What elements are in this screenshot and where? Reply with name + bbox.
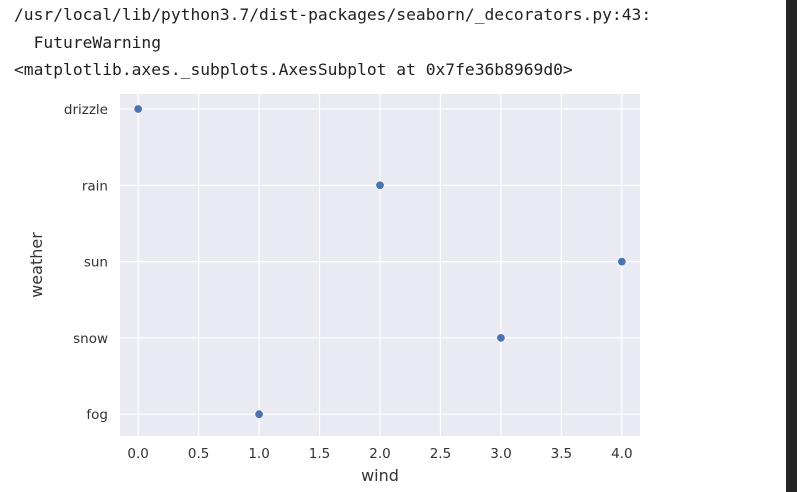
x-tick-label: 0.0 [127, 446, 148, 462]
x-tick-label: 3.5 [551, 446, 572, 462]
x-tick-label: 2.0 [369, 446, 390, 462]
x-axis-label: wind [361, 466, 399, 485]
y-tick-labels: drizzle rain sun snow fog [64, 102, 108, 423]
y-axis-label: weather [27, 232, 46, 298]
x-tick-label: 1.0 [248, 446, 269, 462]
x-tick-label: 4.0 [611, 446, 632, 462]
data-points [133, 104, 627, 419]
data-point-drizzle [133, 104, 143, 114]
data-point-sun [617, 257, 627, 267]
x-tick-label: 2.5 [430, 446, 451, 462]
x-tick-labels: 0.0 0.5 1.0 1.5 2.0 2.5 3.0 3.5 4.0 [127, 446, 632, 462]
warning-path-line: /usr/local/lib/python3.7/dist-packages/s… [14, 5, 652, 24]
y-tick-label-sun: sun [84, 255, 108, 271]
data-point-rain [375, 180, 385, 190]
y-tick-label-rain: rain [82, 178, 108, 194]
y-tick-label-snow: snow [73, 331, 108, 347]
y-tick-label-drizzle: drizzle [64, 102, 108, 118]
data-point-snow [496, 333, 506, 343]
data-point-fog [254, 409, 264, 419]
x-tick-label: 3.0 [490, 446, 511, 462]
x-tick-label: 0.5 [188, 446, 209, 462]
x-tick-label: 1.5 [309, 446, 330, 462]
warning-type-line: FutureWarning [14, 33, 162, 52]
y-tick-label-fog: fog [86, 407, 108, 423]
scrollbar-track[interactable] [786, 0, 797, 492]
axes-repr-line: <matplotlib.axes._subplots.AxesSubplot a… [14, 60, 573, 79]
